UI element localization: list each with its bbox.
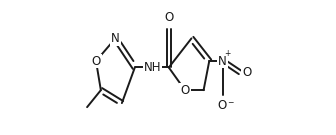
Text: −: − [227,98,234,107]
Text: O: O [242,66,251,79]
Text: N: N [218,55,226,68]
Text: N: N [111,32,120,45]
Text: +: + [224,49,230,58]
Text: NH: NH [144,61,161,74]
Text: O: O [91,55,100,68]
Text: O: O [180,84,190,97]
Text: O: O [164,11,173,24]
Text: O: O [218,99,227,112]
